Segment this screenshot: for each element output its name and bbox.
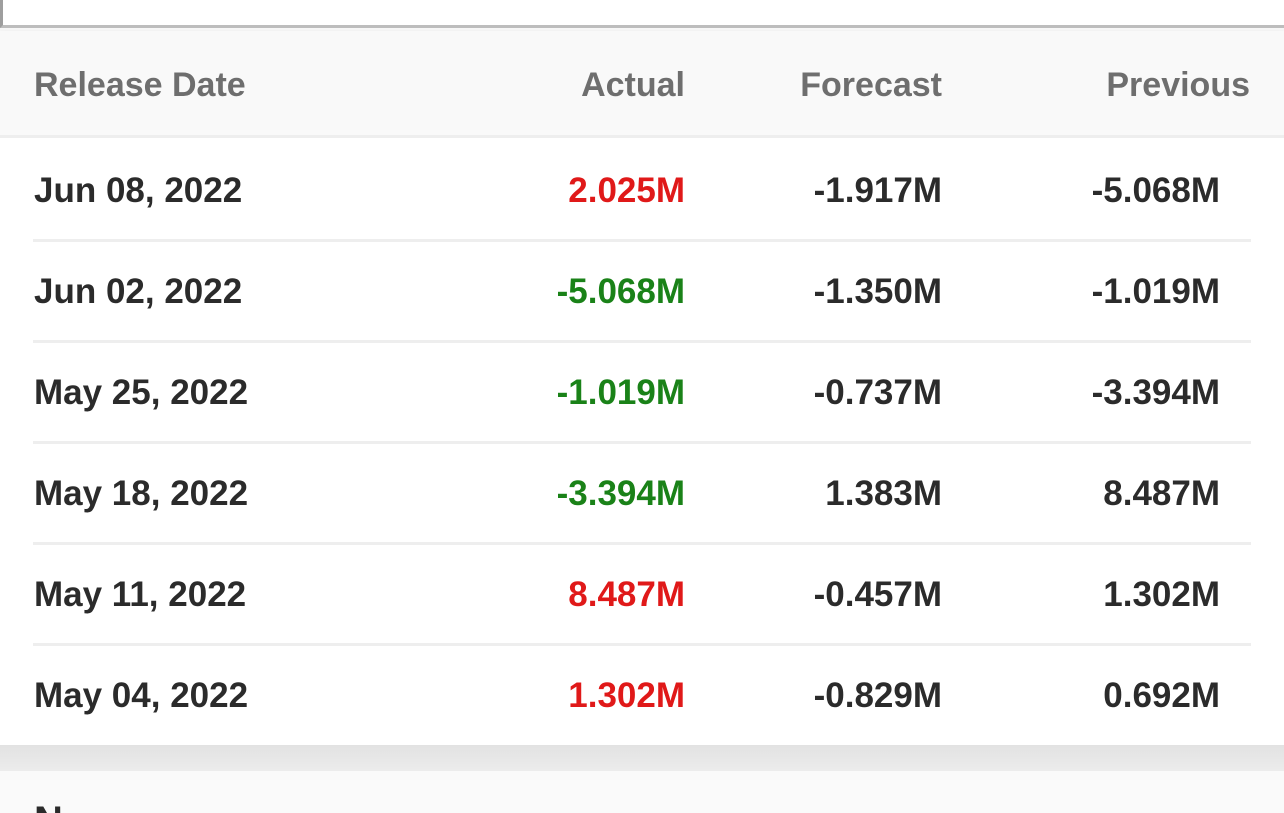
cell-previous: 1.302M: [1103, 575, 1220, 614]
row-divider: [33, 340, 1251, 343]
cell-actual: -5.068M: [556, 272, 685, 311]
cell-previous: -5.068M: [1091, 171, 1220, 210]
header-actual[interactable]: Actual: [581, 66, 685, 104]
cell-forecast: -1.350M: [813, 272, 942, 311]
row-divider: [33, 643, 1251, 646]
search-field-bottom[interactable]: [0, 0, 1284, 28]
cell-previous: -1.019M: [1091, 272, 1220, 311]
cell-release-date: Jun 02, 2022: [34, 272, 243, 311]
header-release-date[interactable]: Release Date: [34, 66, 246, 104]
cell-actual: 8.487M: [568, 575, 685, 614]
cell-release-date: May 04, 2022: [34, 676, 249, 715]
cell-release-date: May 25, 2022: [34, 373, 249, 412]
row-divider: [33, 542, 1251, 545]
cell-release-date: May 11, 2022: [34, 575, 247, 614]
cell-forecast: -1.917M: [813, 171, 942, 210]
table-row[interactable]: Jun 08, 2022 2.025M -1.917M -5.068M: [0, 141, 1284, 242]
cell-forecast: -0.737M: [813, 373, 942, 412]
cell-release-date: Jun 08, 2022: [34, 171, 243, 210]
row-divider: [33, 239, 1251, 242]
table-body: Jun 08, 2022 2.025M -1.917M -5.068M Jun …: [0, 141, 1284, 747]
header-previous[interactable]: Previous: [1106, 66, 1250, 104]
next-section-title: N: [34, 799, 63, 813]
cell-forecast: -0.829M: [813, 676, 942, 715]
table-header: Release Date Actual Forecast Previous: [0, 31, 1284, 138]
table-row[interactable]: May 25, 2022 -1.019M -0.737M -3.394M: [0, 343, 1284, 444]
cell-actual: 2.025M: [568, 171, 685, 210]
header-forecast[interactable]: Forecast: [800, 66, 942, 104]
cell-forecast: 1.383M: [825, 474, 942, 513]
cell-actual: 1.302M: [568, 676, 685, 715]
cell-previous: 0.692M: [1103, 676, 1220, 715]
row-divider: [33, 441, 1251, 444]
table-row[interactable]: Jun 02, 2022 -5.068M -1.350M -1.019M: [0, 242, 1284, 343]
cell-previous: 8.487M: [1103, 474, 1220, 513]
next-section-card: N: [0, 771, 1284, 813]
release-history-table: Release Date Actual Forecast Previous Ju…: [0, 31, 1284, 745]
table-row[interactable]: May 18, 2022 -3.394M 1.383M 8.487M: [0, 444, 1284, 545]
table-row[interactable]: May 04, 2022 1.302M -0.829M 0.692M: [0, 646, 1284, 747]
table-row[interactable]: May 11, 2022 8.487M -0.457M 1.302M: [0, 545, 1284, 646]
section-gap: [0, 745, 1284, 771]
cell-previous: -3.394M: [1091, 373, 1220, 412]
cell-actual: -3.394M: [556, 474, 685, 513]
cell-release-date: May 18, 2022: [34, 474, 249, 513]
cell-forecast: -0.457M: [813, 575, 942, 614]
cell-actual: -1.019M: [556, 373, 685, 412]
